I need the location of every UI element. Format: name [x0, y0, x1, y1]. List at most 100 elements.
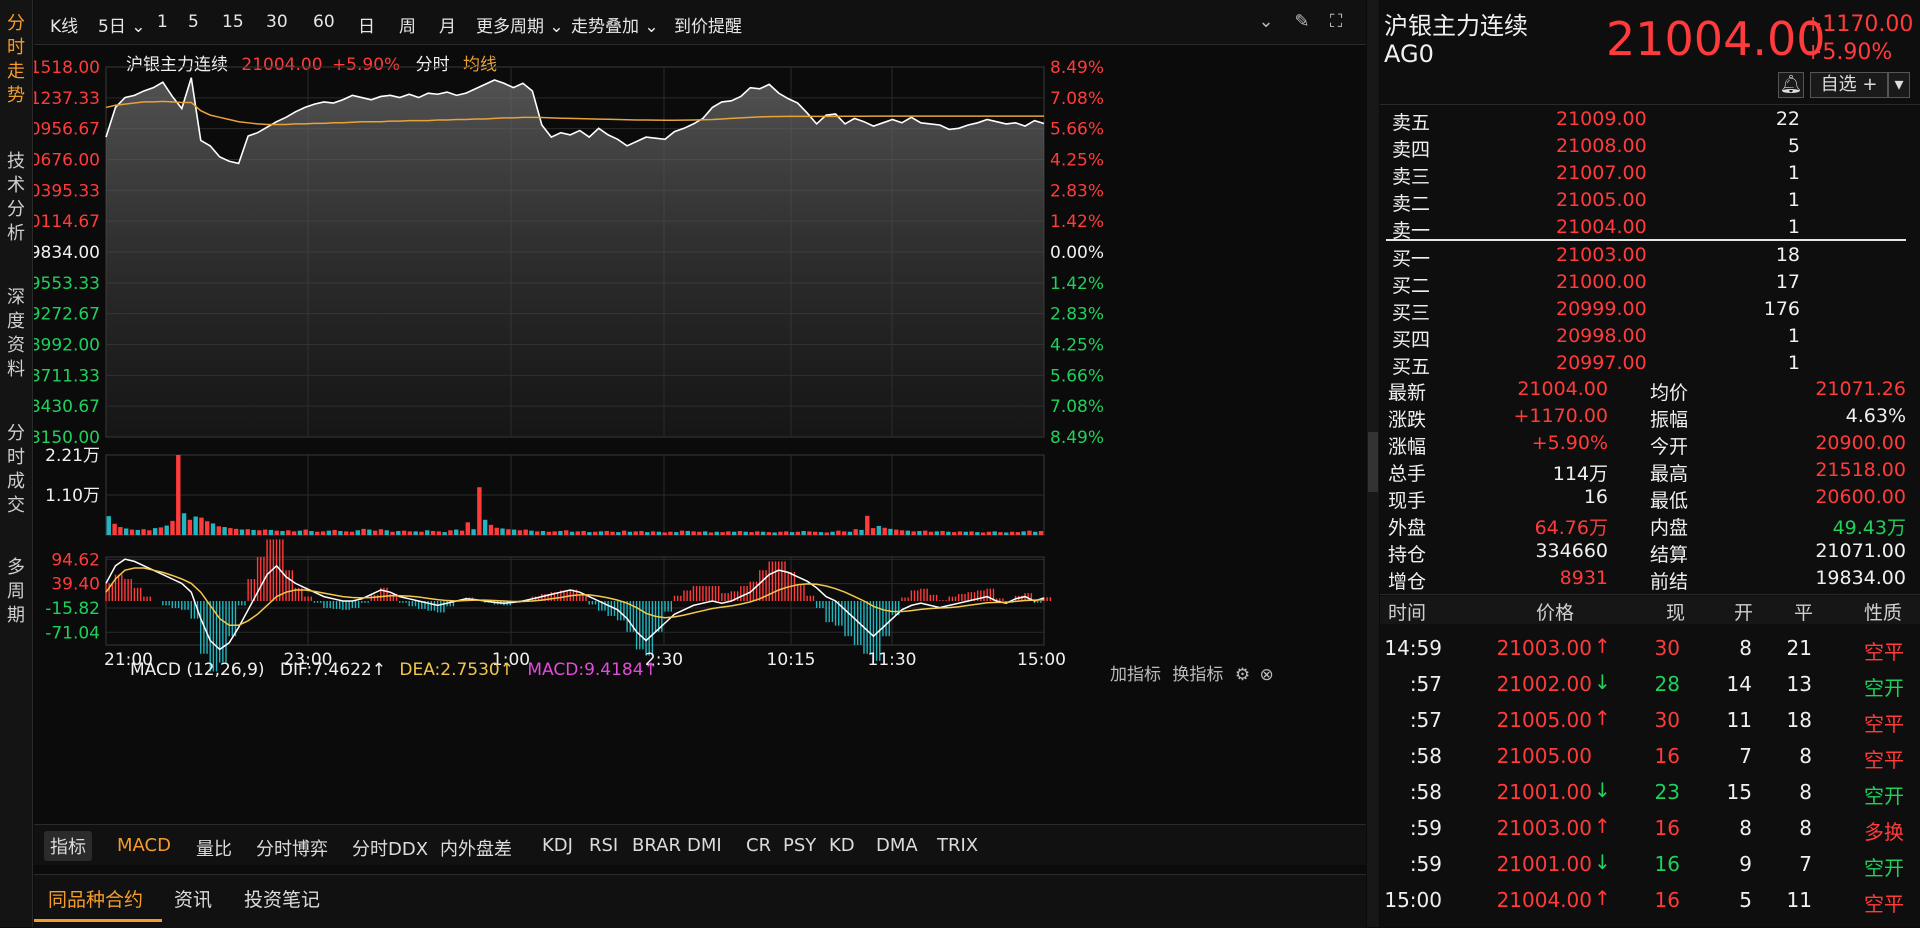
trade-row[interactable]: :59 21003.00 ↑ 16 8 8 多换 [1380, 810, 1920, 846]
volume-bar [905, 530, 911, 535]
stat-row: 最新 21004.00 均价 21071.26 [1380, 376, 1920, 404]
up-arrow-icon: ↑ [1594, 814, 1611, 838]
volume-bar [836, 530, 841, 535]
pct-tick-label: 5.66% [1050, 120, 1104, 140]
volume-bar [870, 528, 876, 535]
trade-row[interactable]: :58 21005.00 16 7 8 空平 [1380, 738, 1920, 774]
add-indicator-button[interactable]: 加指标 [1110, 665, 1161, 685]
trade-close: 13 [1786, 672, 1812, 696]
trade-row[interactable]: 15:00 21004.00 ↑ 16 5 11 空平 [1380, 882, 1920, 918]
indicator-tab-trix[interactable]: TRIX [937, 835, 979, 856]
stat-value: 21518.00 [1815, 459, 1906, 481]
period-60-button[interactable]: 60 [313, 12, 335, 32]
trade-price: 21002.00 [1496, 672, 1592, 696]
switch-indicator-button[interactable]: 换指标 [1172, 665, 1224, 685]
orderbook-row[interactable]: 卖一 21004.00 1 [1380, 214, 1900, 242]
trade-row[interactable]: :57 21005.00 ↑ 30 11 18 空平 [1380, 702, 1920, 738]
volume-bar [529, 530, 534, 535]
brush-icon[interactable]: ✎ [1294, 11, 1310, 32]
trade-open: 15 [1726, 780, 1752, 804]
indicator-tab-kdj[interactable]: KDJ [542, 835, 573, 856]
chevron-circle-icon[interactable]: ⌄ [1258, 11, 1274, 32]
chart-ma-label: 均线 [463, 55, 497, 75]
orderbook-row[interactable]: 卖二 21005.00 1 [1380, 187, 1900, 215]
price-alert-button[interactable]: 到价提醒 [674, 17, 742, 37]
pct-tick-label: 4.25% [1050, 336, 1104, 356]
nav-technical[interactable]: 技术分析 [7, 151, 25, 244]
volume-bar [818, 532, 824, 535]
close-icon[interactable]: ⊗ [1259, 665, 1274, 685]
orderbook-row[interactable]: 买一 21003.00 18 [1380, 242, 1900, 270]
period-1-button[interactable]: 1 [157, 12, 168, 32]
trade-now: 23 [1654, 780, 1680, 804]
trade-row[interactable]: :57 21002.00 ↓ 28 14 13 空开 [1380, 666, 1920, 702]
period-15-button[interactable]: 15 [222, 12, 244, 32]
period-day-button[interactable]: 日 [358, 17, 375, 37]
nav-ticks[interactable]: 分时成交 [7, 423, 25, 516]
indicator-tab-rsi[interactable]: RSI [589, 835, 619, 856]
chart-area[interactable]: 沪银主力连续 21004.00 +5.90% 分时 均线 21518.00 212… [34, 45, 1366, 820]
panel-splitter[interactable] [1367, 0, 1379, 927]
period-month-button[interactable]: 月 [439, 17, 456, 37]
indicator-tab-内外盘差[interactable]: 内外盘差 [440, 839, 512, 860]
indicator-tab-cr[interactable]: CR [746, 835, 772, 856]
period-5-button[interactable]: 5 [188, 12, 199, 32]
volume-bar [587, 532, 592, 535]
pct-tick-label: 0.00% [1050, 243, 1104, 263]
nav-multi-period[interactable]: 多周期 [7, 557, 25, 626]
trade-row[interactable]: :59 21001.00 ↓ 16 9 7 空开 [1380, 846, 1920, 882]
nav-depth[interactable]: 深度资料 [7, 287, 25, 380]
stat-label: 涨幅 [1388, 436, 1427, 458]
bell-icon[interactable]: 🔔︎ [1778, 72, 1804, 98]
volume-bar [697, 531, 702, 535]
indicator-tab-分时博弈[interactable]: 分时博弈 [256, 839, 328, 860]
orderbook-row[interactable]: 卖四 21008.00 5 [1380, 133, 1900, 161]
stat-value: 4.63% [1845, 405, 1906, 427]
tab-same-contracts[interactable]: 同品种合约 [48, 889, 144, 911]
overlay-button[interactable]: 走势叠加 ⌄ [571, 12, 659, 37]
fullscreen-icon[interactable]: ⛶ [1329, 11, 1343, 32]
indicator-tab-brar[interactable]: BRAR [632, 835, 681, 856]
price-tick-label: 19834.00 [34, 243, 100, 263]
orderbook-row[interactable]: 卖五 21009.00 22 [1380, 106, 1900, 134]
chevron-down-icon[interactable]: ▾ [1888, 72, 1910, 98]
indicator-tab-macd[interactable]: MACD [117, 835, 171, 856]
indicator-tab-psy[interactable]: PSY [783, 835, 817, 856]
indicator-tab-分时ddx[interactable]: 分时DDX [352, 839, 429, 860]
orderbook-row[interactable]: 买四 20998.00 1 [1380, 323, 1900, 351]
period-toolbar: K线 5日 ⌄ 1 5 15 30 60 日 周 月 更多周期 ⌄ 走势叠加 ⌄… [34, 0, 1366, 45]
gear-icon[interactable]: ⚙ [1234, 665, 1251, 685]
tab-news[interactable]: 资讯 [174, 889, 213, 911]
indicator-tab-kd[interactable]: KD [829, 835, 855, 856]
kline-button[interactable]: K线 [50, 17, 79, 37]
volume-bar [1021, 531, 1026, 535]
orderbook-row[interactable]: 买二 21000.00 17 [1380, 269, 1900, 297]
macd-actions: 加指标 换指标 ⚙ ⊗ [1110, 660, 1274, 685]
bottom-tabs: 同品种合约 资讯 投资笔记 [34, 874, 1366, 928]
period-week-button[interactable]: 周 [399, 17, 416, 37]
orderbook-row[interactable]: 卖三 21007.00 1 [1380, 160, 1900, 188]
trade-row[interactable]: 14:59 21003.00 ↑ 30 8 21 空平 [1380, 630, 1920, 666]
level-label: 卖四 [1392, 139, 1431, 161]
more-periods-button[interactable]: 更多周期 ⌄ [476, 12, 564, 37]
five-day-button[interactable]: 5日 ⌄ [98, 12, 145, 37]
orderbook-row[interactable]: 买三 20999.00 176 [1380, 296, 1900, 324]
orderbook-row[interactable]: 买五 20997.00 1 [1380, 350, 1900, 378]
volume-bar [917, 531, 922, 535]
volume-bar [755, 531, 760, 535]
collapse-handle[interactable] [1368, 432, 1378, 492]
chart-header: 沪银主力连续 21004.00 +5.90% 分时 均线 [126, 50, 497, 75]
dea-line [105, 567, 1045, 626]
indicator-tab-量比[interactable]: 量比 [196, 839, 232, 860]
indicator-tab-dmi[interactable]: DMI [687, 835, 722, 856]
tab-notes[interactable]: 投资笔记 [244, 889, 321, 911]
trade-row[interactable]: :58 21001.00 ↓ 23 15 8 空开 [1380, 774, 1920, 810]
period-30-button[interactable]: 30 [266, 12, 288, 32]
volume-bar [205, 521, 210, 535]
nav-intraday[interactable]: 分时走势 [7, 13, 25, 106]
trade-price: 21001.00 [1496, 852, 1592, 876]
stat-row: 涨跌 +1170.00 振幅 4.63% [1380, 403, 1920, 431]
stat-label: 外盘 [1388, 517, 1427, 539]
indicator-tab-dma[interactable]: DMA [876, 835, 918, 856]
watchlist-add-button[interactable]: 自选 + [1810, 72, 1888, 98]
